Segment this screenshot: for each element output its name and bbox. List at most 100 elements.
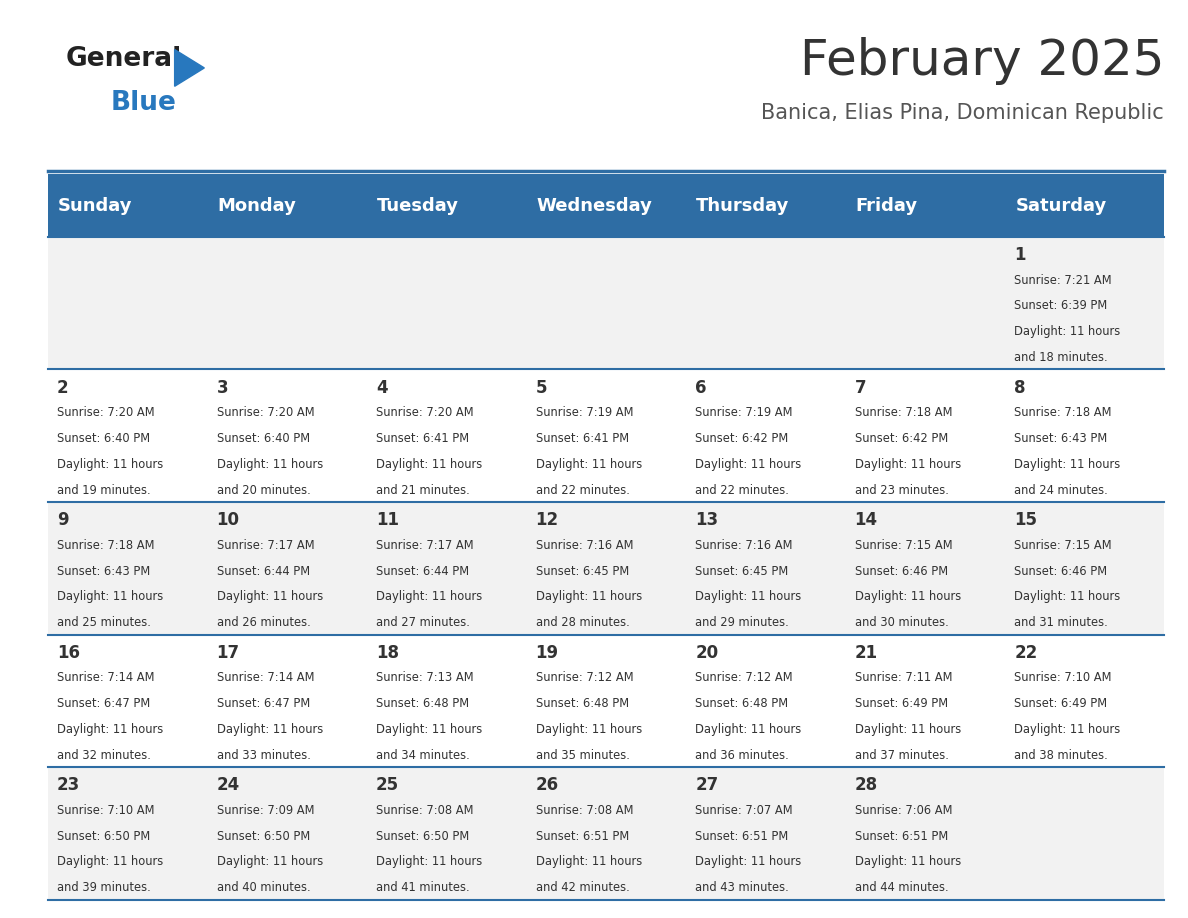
Text: 9: 9 bbox=[57, 511, 69, 529]
Text: Sunrise: 7:11 AM: Sunrise: 7:11 AM bbox=[854, 671, 952, 684]
Text: Friday: Friday bbox=[855, 196, 918, 215]
Text: Sunset: 6:51 PM: Sunset: 6:51 PM bbox=[536, 830, 628, 843]
Bar bbox=[48, 634, 1164, 767]
Text: Daylight: 11 hours: Daylight: 11 hours bbox=[854, 856, 961, 868]
Text: 21: 21 bbox=[854, 644, 878, 662]
Text: Sunset: 6:46 PM: Sunset: 6:46 PM bbox=[1015, 565, 1107, 577]
Text: Sunrise: 7:12 AM: Sunrise: 7:12 AM bbox=[695, 671, 792, 684]
Text: Daylight: 11 hours: Daylight: 11 hours bbox=[57, 856, 163, 868]
Text: and 44 minutes.: and 44 minutes. bbox=[854, 881, 948, 894]
Text: Sunrise: 7:18 AM: Sunrise: 7:18 AM bbox=[854, 406, 952, 420]
Text: Sunrise: 7:18 AM: Sunrise: 7:18 AM bbox=[1015, 406, 1112, 420]
Text: 7: 7 bbox=[854, 378, 866, 397]
Text: 6: 6 bbox=[695, 378, 707, 397]
Text: Sunset: 6:49 PM: Sunset: 6:49 PM bbox=[854, 697, 948, 711]
Text: Daylight: 11 hours: Daylight: 11 hours bbox=[1015, 590, 1120, 603]
Text: and 38 minutes.: and 38 minutes. bbox=[1015, 749, 1108, 762]
Text: Sunset: 6:42 PM: Sunset: 6:42 PM bbox=[854, 432, 948, 445]
Text: and 43 minutes.: and 43 minutes. bbox=[695, 881, 789, 894]
Text: Sunrise: 7:08 AM: Sunrise: 7:08 AM bbox=[377, 804, 474, 817]
Text: 1: 1 bbox=[1015, 246, 1025, 264]
Text: Sunset: 6:40 PM: Sunset: 6:40 PM bbox=[57, 432, 150, 445]
Text: 8: 8 bbox=[1015, 378, 1025, 397]
Bar bbox=[48, 502, 1164, 634]
Text: Sunset: 6:41 PM: Sunset: 6:41 PM bbox=[377, 432, 469, 445]
Text: Sunrise: 7:18 AM: Sunrise: 7:18 AM bbox=[57, 539, 154, 552]
Text: Sunrise: 7:12 AM: Sunrise: 7:12 AM bbox=[536, 671, 633, 684]
Text: and 19 minutes.: and 19 minutes. bbox=[57, 484, 151, 497]
Text: Saturday: Saturday bbox=[1016, 196, 1107, 215]
Text: Daylight: 11 hours: Daylight: 11 hours bbox=[377, 590, 482, 603]
Text: 10: 10 bbox=[216, 511, 240, 529]
Text: Sunset: 6:49 PM: Sunset: 6:49 PM bbox=[1015, 697, 1107, 711]
Text: Daylight: 11 hours: Daylight: 11 hours bbox=[695, 723, 802, 736]
Text: Sunrise: 7:15 AM: Sunrise: 7:15 AM bbox=[1015, 539, 1112, 552]
Text: Sunrise: 7:19 AM: Sunrise: 7:19 AM bbox=[695, 406, 792, 420]
Text: Sunset: 6:43 PM: Sunset: 6:43 PM bbox=[57, 565, 150, 577]
Text: Daylight: 11 hours: Daylight: 11 hours bbox=[854, 458, 961, 471]
Text: 11: 11 bbox=[377, 511, 399, 529]
Text: Tuesday: Tuesday bbox=[378, 196, 460, 215]
Text: Sunrise: 7:17 AM: Sunrise: 7:17 AM bbox=[377, 539, 474, 552]
Text: 20: 20 bbox=[695, 644, 719, 662]
Text: Sunset: 6:45 PM: Sunset: 6:45 PM bbox=[695, 565, 789, 577]
Text: 28: 28 bbox=[854, 777, 878, 794]
Text: and 32 minutes.: and 32 minutes. bbox=[57, 749, 151, 762]
Text: 27: 27 bbox=[695, 777, 719, 794]
Text: and 36 minutes.: and 36 minutes. bbox=[695, 749, 789, 762]
Text: and 21 minutes.: and 21 minutes. bbox=[377, 484, 469, 497]
Text: Sunset: 6:39 PM: Sunset: 6:39 PM bbox=[1015, 299, 1107, 312]
Text: Sunrise: 7:20 AM: Sunrise: 7:20 AM bbox=[57, 406, 154, 420]
Text: 5: 5 bbox=[536, 378, 548, 397]
Text: Daylight: 11 hours: Daylight: 11 hours bbox=[216, 458, 323, 471]
Text: Sunset: 6:50 PM: Sunset: 6:50 PM bbox=[216, 830, 310, 843]
Text: Sunset: 6:42 PM: Sunset: 6:42 PM bbox=[695, 432, 789, 445]
Text: 15: 15 bbox=[1015, 511, 1037, 529]
Text: Daylight: 11 hours: Daylight: 11 hours bbox=[695, 590, 802, 603]
Text: Daylight: 11 hours: Daylight: 11 hours bbox=[854, 723, 961, 736]
Text: Sunrise: 7:20 AM: Sunrise: 7:20 AM bbox=[377, 406, 474, 420]
Text: Sunset: 6:48 PM: Sunset: 6:48 PM bbox=[377, 697, 469, 711]
Bar bbox=[48, 369, 1164, 502]
Text: and 34 minutes.: and 34 minutes. bbox=[377, 749, 469, 762]
Text: Daylight: 11 hours: Daylight: 11 hours bbox=[216, 856, 323, 868]
Text: Sunset: 6:47 PM: Sunset: 6:47 PM bbox=[57, 697, 150, 711]
Text: Sunrise: 7:17 AM: Sunrise: 7:17 AM bbox=[216, 539, 314, 552]
Text: 22: 22 bbox=[1015, 644, 1037, 662]
Text: Sunrise: 7:21 AM: Sunrise: 7:21 AM bbox=[1015, 274, 1112, 286]
Text: General: General bbox=[65, 46, 182, 72]
Text: Daylight: 11 hours: Daylight: 11 hours bbox=[1015, 325, 1120, 338]
Text: and 42 minutes.: and 42 minutes. bbox=[536, 881, 630, 894]
Text: Sunrise: 7:06 AM: Sunrise: 7:06 AM bbox=[854, 804, 952, 817]
Text: and 27 minutes.: and 27 minutes. bbox=[377, 616, 470, 629]
Text: 13: 13 bbox=[695, 511, 719, 529]
Text: Daylight: 11 hours: Daylight: 11 hours bbox=[377, 458, 482, 471]
Text: Daylight: 11 hours: Daylight: 11 hours bbox=[536, 458, 642, 471]
Text: Sunset: 6:48 PM: Sunset: 6:48 PM bbox=[536, 697, 628, 711]
Text: Sunrise: 7:16 AM: Sunrise: 7:16 AM bbox=[695, 539, 792, 552]
Text: Sunrise: 7:07 AM: Sunrise: 7:07 AM bbox=[695, 804, 792, 817]
Text: and 18 minutes.: and 18 minutes. bbox=[1015, 351, 1108, 364]
Text: Sunrise: 7:14 AM: Sunrise: 7:14 AM bbox=[216, 671, 314, 684]
Text: Daylight: 11 hours: Daylight: 11 hours bbox=[1015, 723, 1120, 736]
Text: Sunset: 6:50 PM: Sunset: 6:50 PM bbox=[57, 830, 150, 843]
Text: 19: 19 bbox=[536, 644, 558, 662]
Text: Daylight: 11 hours: Daylight: 11 hours bbox=[695, 458, 802, 471]
Text: Daylight: 11 hours: Daylight: 11 hours bbox=[377, 856, 482, 868]
Text: Sunset: 6:47 PM: Sunset: 6:47 PM bbox=[216, 697, 310, 711]
Text: and 33 minutes.: and 33 minutes. bbox=[216, 749, 310, 762]
Text: and 41 minutes.: and 41 minutes. bbox=[377, 881, 469, 894]
Text: 2: 2 bbox=[57, 378, 69, 397]
Text: Sunset: 6:46 PM: Sunset: 6:46 PM bbox=[854, 565, 948, 577]
Text: 3: 3 bbox=[216, 378, 228, 397]
Text: and 40 minutes.: and 40 minutes. bbox=[216, 881, 310, 894]
Text: Daylight: 11 hours: Daylight: 11 hours bbox=[216, 590, 323, 603]
Text: Sunrise: 7:08 AM: Sunrise: 7:08 AM bbox=[536, 804, 633, 817]
Text: 14: 14 bbox=[854, 511, 878, 529]
Text: Sunrise: 7:20 AM: Sunrise: 7:20 AM bbox=[216, 406, 314, 420]
Text: 4: 4 bbox=[377, 378, 387, 397]
Text: Daylight: 11 hours: Daylight: 11 hours bbox=[536, 856, 642, 868]
Bar bbox=[48, 237, 1164, 369]
Text: Blue: Blue bbox=[110, 90, 176, 116]
Text: Daylight: 11 hours: Daylight: 11 hours bbox=[57, 723, 163, 736]
